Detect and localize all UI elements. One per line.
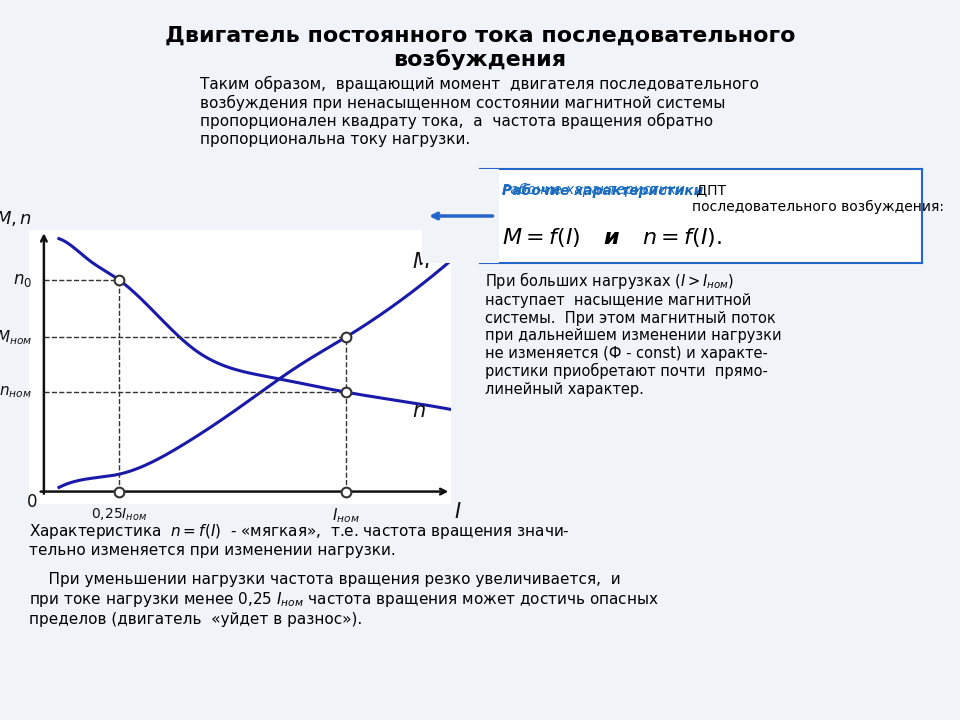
Text: $0{,}25I_{ном}$: $0{,}25I_{ном}$ — [91, 506, 148, 523]
Text: $I_{ном}$: $I_{ном}$ — [332, 506, 359, 525]
Text: $n$: $n$ — [412, 401, 426, 421]
Text: $M, n$: $M, n$ — [0, 209, 32, 228]
Text: ДПТ
последовательного возбуждения:: ДПТ последовательного возбуждения: — [692, 183, 944, 214]
Text: При больших нагрузках ($I > I_{ном}$)
наступает  насыщение магнитной
системы.  П: При больших нагрузках ($I > I_{ном}$) на… — [485, 270, 781, 397]
Text: Рабочие характеристики: Рабочие характеристики — [502, 183, 684, 197]
Text: Двигатель постоянного тока последовательного
возбуждения: Двигатель постоянного тока последователь… — [165, 25, 795, 70]
Text: $I$: $I$ — [454, 502, 462, 521]
Text: $M_{ном}$: $M_{ном}$ — [0, 328, 32, 347]
Text: 0: 0 — [27, 492, 37, 510]
Text: $n_0$: $n_0$ — [12, 271, 32, 289]
Text: $M = f(I)$   и   $n = f(I).$: $M = f(I)$ и $n = f(I).$ — [502, 226, 722, 248]
Text: Характеристика  $n = f(I)$  - «мягкая»,  т.е. частота вращения значи-
тельно изм: Характеристика $n = f(I)$ - «мягкая», т.… — [29, 522, 569, 559]
Text: Таким образом,  вращающий момент  двигателя последовательного
возбуждения при не: Таким образом, вращающий момент двигател… — [201, 76, 759, 147]
Text: Рабочие характеристики: Рабочие характеристики — [502, 183, 704, 197]
Text: $M$: $M$ — [412, 252, 431, 271]
Text: $n_{ном}$: $n_{ном}$ — [0, 384, 32, 400]
Text: При уменьшении нагрузки частота вращения резко увеличивается,  и
при токе нагруз: При уменьшении нагрузки частота вращения… — [29, 572, 659, 626]
